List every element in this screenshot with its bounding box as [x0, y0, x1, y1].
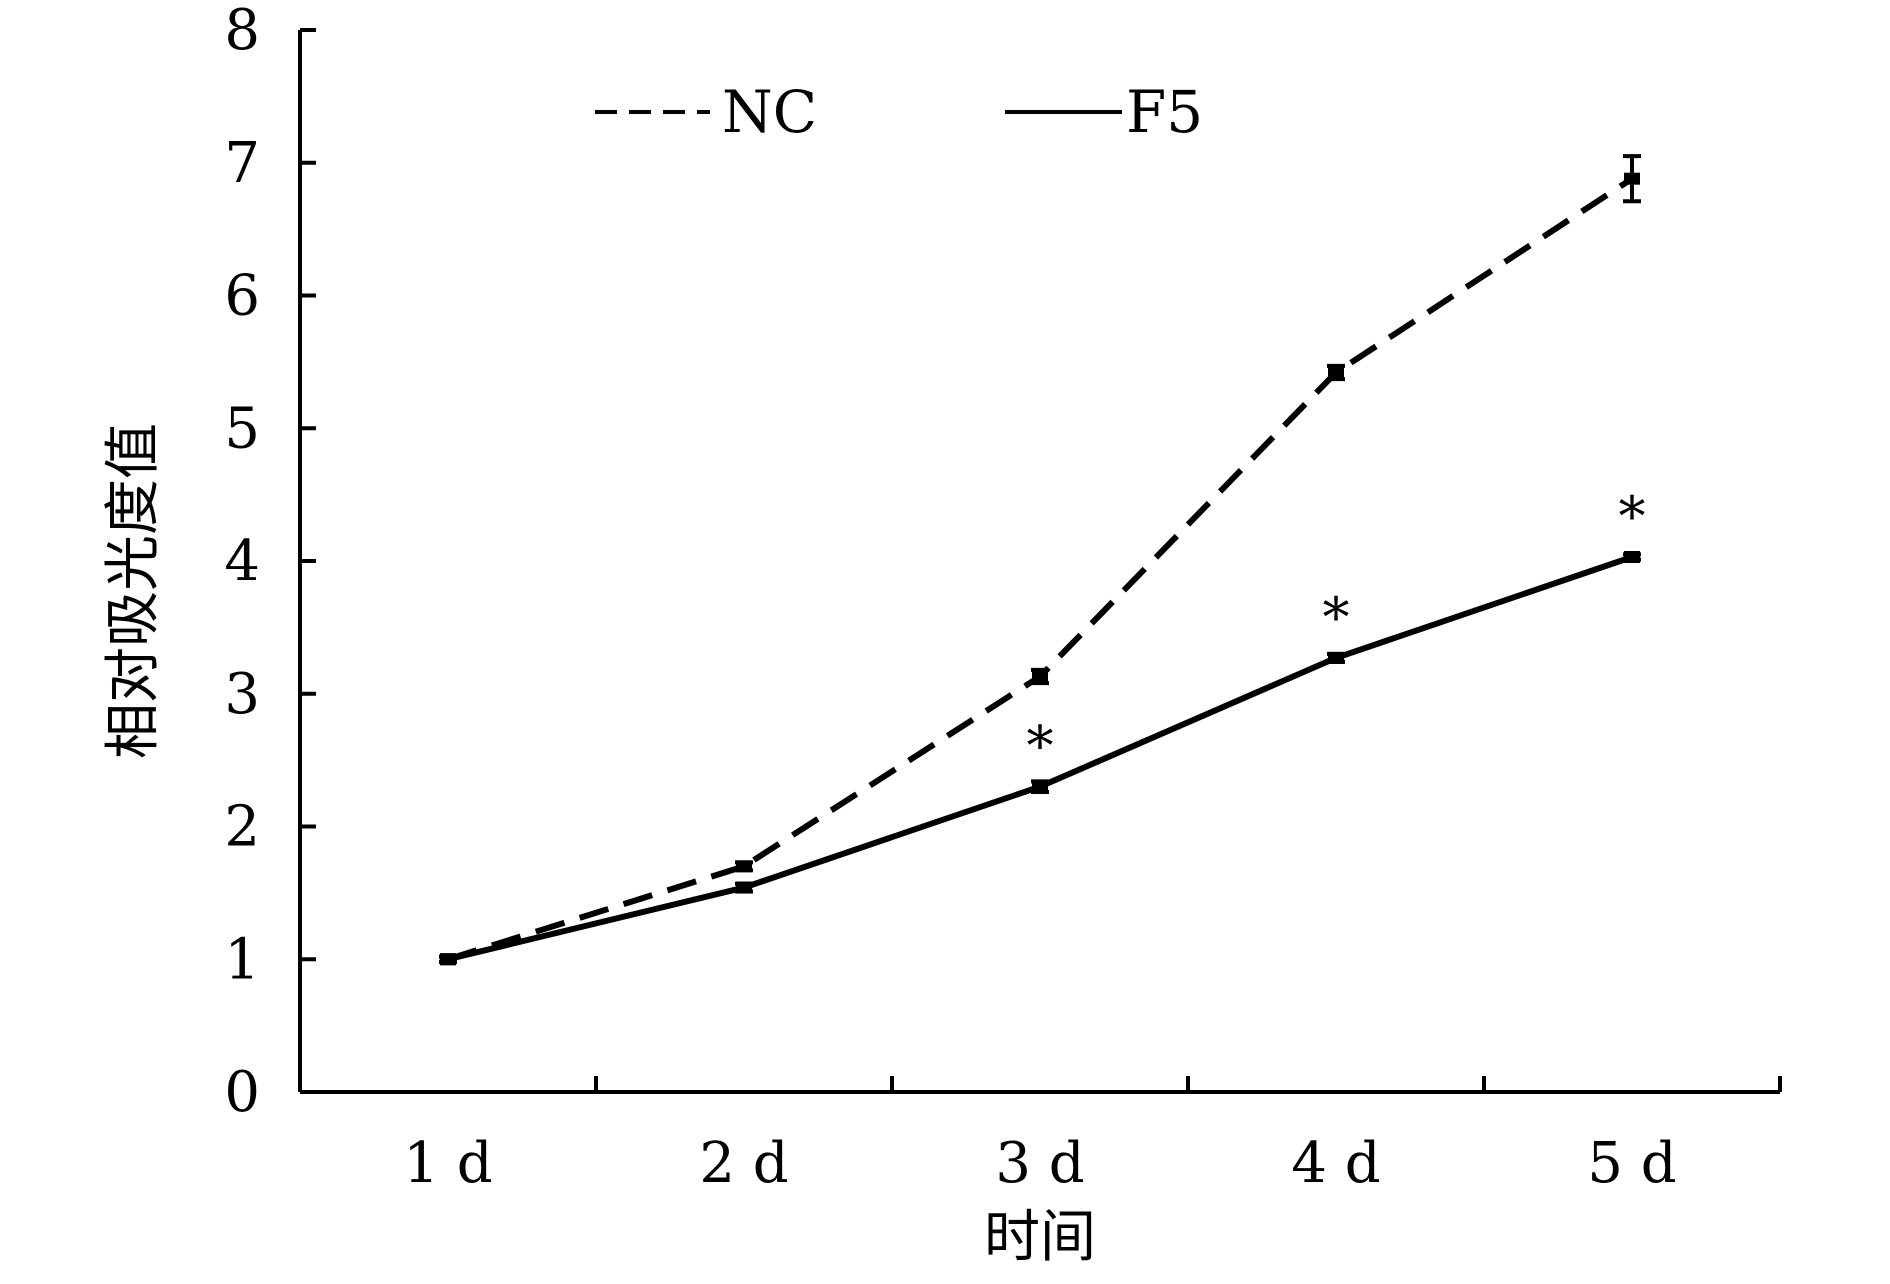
series-NC	[439, 154, 1641, 966]
data-point	[1328, 651, 1344, 664]
data-point	[736, 881, 752, 894]
x-tick-label: 2 d	[699, 1131, 788, 1196]
y-axis-title: 相对吸光度值	[101, 423, 166, 759]
y-tick-label: 6	[224, 264, 260, 329]
y-tick-label: 8	[224, 0, 260, 63]
significance-marker: *	[1027, 715, 1054, 778]
x-tick-label: 5 d	[1587, 1131, 1676, 1196]
y-tick-label: 0	[224, 1060, 260, 1125]
x-axis-title: 时间	[984, 1205, 1096, 1270]
legend-label: F5	[1126, 78, 1203, 146]
data-point	[1328, 366, 1344, 379]
y-tick-label: 3	[224, 662, 260, 727]
x-tick-label: 3 d	[995, 1131, 1084, 1196]
data-point	[440, 953, 456, 966]
data-point	[1624, 172, 1640, 185]
data-point	[736, 860, 752, 873]
x-axis-ticks: 1 d 2 d 3 d 4 d 5 d	[298, 1076, 1782, 1196]
series-group	[439, 154, 1641, 966]
y-tick-label: 7	[224, 131, 260, 196]
y-tick-label: 5	[224, 396, 260, 461]
axes	[298, 30, 1780, 1094]
series-line	[447, 176, 1634, 963]
data-point	[1624, 551, 1640, 564]
y-axis-ticks: 0 1 2 3 4 5 6 7 8	[224, 0, 316, 1125]
data-point	[1032, 780, 1048, 793]
legend: NC F5	[595, 78, 1203, 146]
y-tick-label: 4	[224, 529, 260, 594]
legend-label: NC	[722, 78, 817, 146]
y-tick-label: 2	[224, 795, 260, 860]
significance-marker: *	[1323, 586, 1350, 649]
series-F5	[439, 551, 1641, 966]
data-point	[1032, 670, 1048, 683]
significance-marker: *	[1619, 485, 1646, 548]
y-tick-label: 1	[224, 927, 260, 992]
x-tick-label: 4 d	[1291, 1131, 1380, 1196]
annotations: * * *	[1027, 485, 1646, 778]
x-tick-label: 1 d	[403, 1131, 492, 1196]
